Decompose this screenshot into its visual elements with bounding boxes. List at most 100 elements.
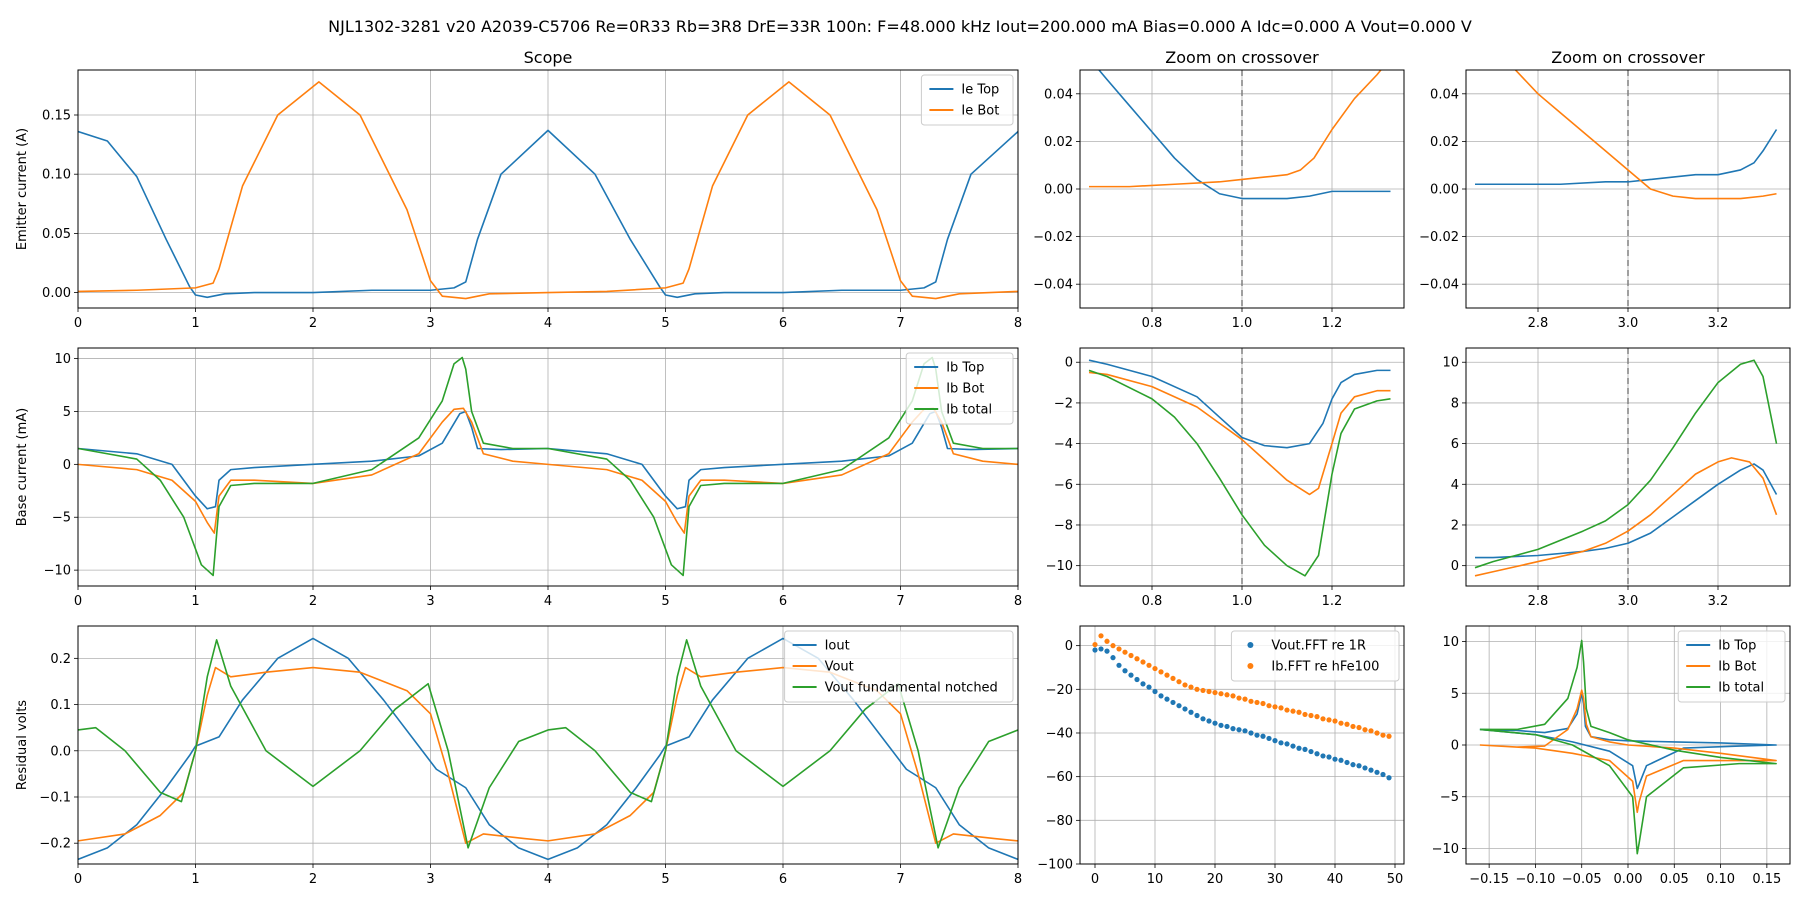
data-point bbox=[1176, 703, 1182, 709]
x-tick-label: 1.0 bbox=[1232, 316, 1253, 331]
axes-title: Zoom on crossover bbox=[1551, 48, 1705, 67]
data-point bbox=[1344, 759, 1350, 766]
y-tick-label: −2 bbox=[1054, 396, 1073, 411]
x-tick-label: 0.15 bbox=[1752, 872, 1781, 887]
x-tick-label: 3.0 bbox=[1618, 594, 1639, 609]
legend-label: Ib Top bbox=[946, 361, 984, 376]
data-point bbox=[1116, 646, 1122, 652]
x-tick-label: 5 bbox=[661, 872, 669, 887]
series-group bbox=[78, 81, 1018, 300]
y-tick-label: 4 bbox=[1451, 478, 1459, 493]
x-tick-label: 3 bbox=[426, 316, 434, 331]
legend-label: Ib total bbox=[946, 403, 992, 418]
data-point bbox=[1380, 732, 1386, 738]
y-tick-label: 10 bbox=[1442, 356, 1459, 371]
legend: Ie Top Ie Bot bbox=[920, 74, 1014, 126]
data-point bbox=[1146, 684, 1152, 690]
series-line bbox=[1479, 692, 1777, 790]
legend-label: Ib Bot bbox=[1718, 660, 1756, 675]
y-tick-label: −5 bbox=[52, 511, 71, 526]
series-line bbox=[1514, 70, 1777, 200]
data-point bbox=[1164, 672, 1170, 678]
data-point bbox=[1224, 723, 1230, 730]
data-point bbox=[1152, 665, 1158, 672]
data-point bbox=[1194, 712, 1200, 719]
x-tick-label: 4 bbox=[544, 594, 552, 609]
data-point bbox=[1326, 754, 1332, 760]
data-point bbox=[1314, 751, 1320, 757]
data-point bbox=[1296, 709, 1302, 715]
data-point bbox=[1218, 722, 1224, 728]
data-point bbox=[1188, 684, 1194, 690]
legend: Iout Vout Vout fundamental notched bbox=[784, 630, 1014, 703]
legend-label: Ib total bbox=[1718, 681, 1764, 696]
panel-scope-base: 0 1 2 3 4 5 6 7 8 −10 −5 0 5 10 Base current (mA) Ib To… bbox=[15, 347, 1022, 609]
data-point bbox=[1314, 714, 1320, 720]
legend: Ib Top Ib Bot Ib total bbox=[905, 352, 1014, 425]
y-tick-label: −0.02 bbox=[1033, 230, 1073, 245]
y-tick-label: 0.04 bbox=[1430, 87, 1459, 102]
data-point bbox=[1368, 767, 1374, 773]
x-tick-label: 10 bbox=[1147, 872, 1164, 887]
data-point bbox=[1302, 711, 1308, 718]
data-point bbox=[1374, 730, 1380, 736]
y-tick-label: −10 bbox=[44, 564, 71, 579]
x-tick-label: 30 bbox=[1267, 872, 1284, 887]
y-tick-label: 0 bbox=[63, 458, 71, 473]
data-point bbox=[1110, 643, 1116, 649]
y-axis-label: Base current (mA) bbox=[15, 408, 30, 527]
x-tick-label: 4 bbox=[544, 316, 552, 331]
y-tick-label: 2 bbox=[1451, 518, 1459, 533]
legend-box bbox=[920, 74, 1014, 126]
x-tick-label: 3 bbox=[426, 872, 434, 887]
y-tick-label: 0.02 bbox=[1044, 135, 1073, 150]
y-tick-label: 0.2 bbox=[50, 652, 71, 667]
data-point bbox=[1248, 730, 1254, 736]
y-tick-label: 0.00 bbox=[1044, 183, 1073, 198]
data-point bbox=[1266, 735, 1272, 742]
data-point bbox=[1092, 647, 1098, 653]
x-tick-label: −0.10 bbox=[1516, 872, 1556, 887]
data-point bbox=[1140, 681, 1146, 687]
figure-suptitle: NJL1302-3281 v20 A2039-C5706 Re=0R33 Rb=… bbox=[328, 17, 1472, 36]
data-point bbox=[1236, 727, 1242, 733]
series-line bbox=[78, 639, 1018, 849]
legend-box bbox=[1677, 630, 1786, 703]
panel-zoom-emitter-2: 2.8 3.0 3.2 −0.04 −0.02 0.00 0.02 0.04 Zoom on c… bbox=[1419, 48, 1791, 331]
series-group bbox=[1479, 639, 1777, 855]
y-tick-label: 0.05 bbox=[42, 227, 71, 242]
series-line bbox=[1475, 129, 1778, 186]
x-tick-label: 40 bbox=[1327, 872, 1344, 887]
x-tick-label: 0.00 bbox=[1614, 872, 1643, 887]
axes-title: Zoom on crossover bbox=[1165, 48, 1319, 67]
data-point bbox=[1278, 740, 1284, 746]
x-tick-label: 2.8 bbox=[1528, 316, 1549, 331]
data-point bbox=[1332, 756, 1338, 762]
panel-xy-base: −0.15 −0.10 −0.05 0.00 0.05 0.10 0.15 −10 −5 0 5 10… bbox=[1432, 625, 1791, 887]
x-tick-label: −0.05 bbox=[1562, 872, 1602, 887]
data-point bbox=[1308, 712, 1314, 719]
data-point bbox=[1326, 717, 1332, 723]
data-point bbox=[1290, 743, 1296, 749]
data-point bbox=[1176, 679, 1182, 685]
y-tick-label: −4 bbox=[1054, 437, 1073, 452]
data-point bbox=[1248, 698, 1254, 704]
data-point bbox=[1374, 769, 1380, 775]
data-point bbox=[1338, 720, 1344, 726]
y-tick-label: −6 bbox=[1054, 478, 1073, 493]
x-tick-label: 1.2 bbox=[1322, 594, 1343, 609]
data-point bbox=[1200, 687, 1206, 694]
data-point bbox=[1182, 682, 1188, 688]
data-point bbox=[1122, 668, 1128, 674]
y-tick-label: −0.02 bbox=[1419, 230, 1459, 245]
series-group bbox=[1088, 359, 1391, 577]
panel-scope-emitter: 0 1 2 3 4 5 6 7 8 0.00 0.05 0.10 0.15 Scope Emitter cu… bbox=[15, 48, 1022, 331]
x-tick-label: 2 bbox=[309, 316, 317, 331]
y-tick-label: −60 bbox=[1046, 770, 1073, 785]
series-group bbox=[1092, 633, 1392, 781]
series-line bbox=[1088, 359, 1391, 449]
x-tick-label: 50 bbox=[1387, 872, 1404, 887]
y-tick-label: −10 bbox=[1432, 842, 1459, 857]
x-tick-label: 7 bbox=[896, 594, 904, 609]
y-axis-label: Emitter current (A) bbox=[15, 128, 30, 250]
